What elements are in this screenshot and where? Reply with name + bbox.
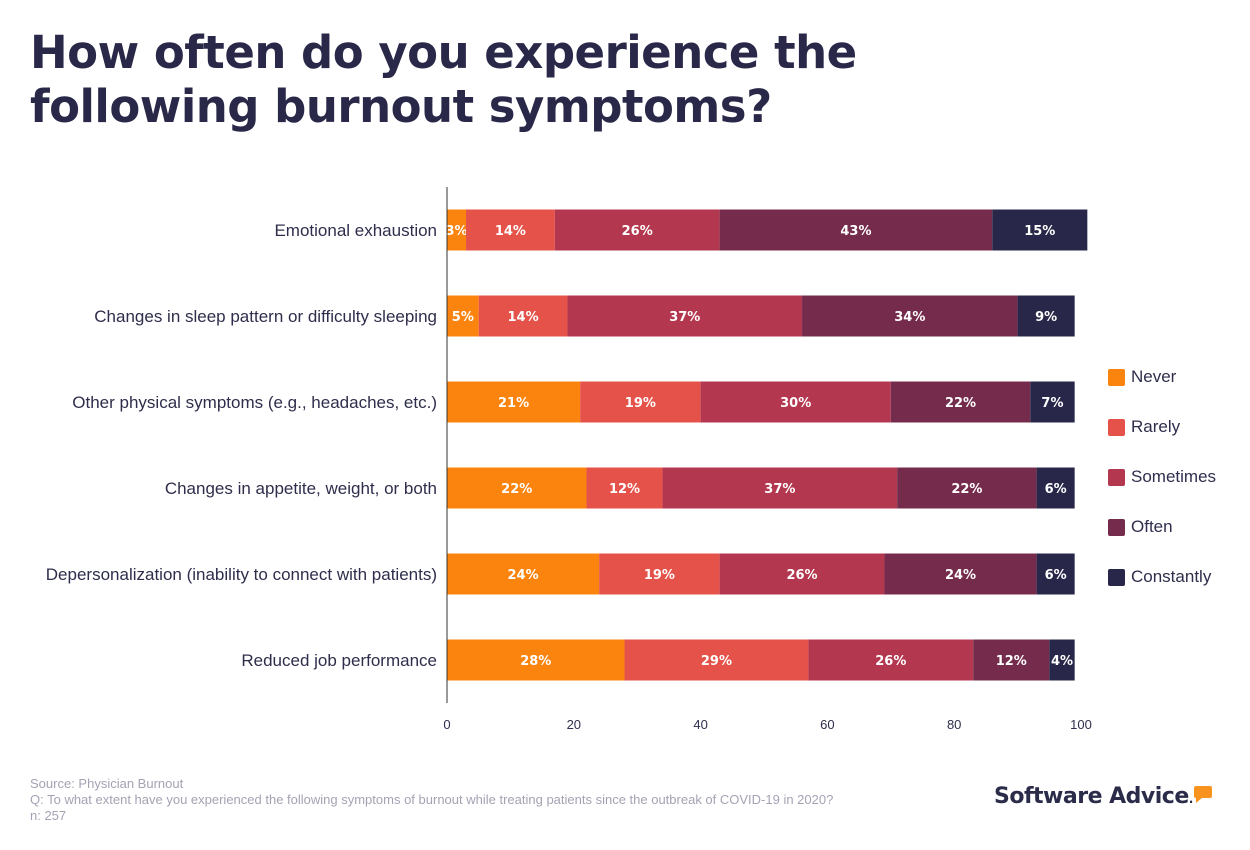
category-label: Emotional exhaustion [274, 221, 437, 240]
bar-segment-constantly [992, 209, 1088, 251]
bar-segment-sometimes [567, 295, 803, 337]
data-label: 12% [609, 482, 640, 497]
legend-swatch-never [1108, 368, 1125, 386]
data-label: 19% [625, 396, 656, 411]
x-tick-label: 60 [820, 717, 834, 732]
bar-segment-sometimes [719, 553, 885, 595]
x-tick-label: 100 [1070, 717, 1092, 732]
bar-segment-rarely [599, 553, 720, 595]
data-label: 26% [622, 224, 653, 239]
legend-item-rarely: Rarely [1108, 402, 1216, 452]
data-label: 4% [1051, 654, 1073, 669]
legend: Never Rarely Sometimes Often Constantly [1108, 352, 1216, 602]
bar-segment-never [447, 553, 600, 595]
bar-segment-constantly [1036, 467, 1075, 509]
data-label: 26% [875, 654, 906, 669]
legend-item-never: Never [1108, 352, 1216, 402]
bar-segment-never [447, 381, 581, 423]
x-tick-label: 20 [567, 717, 581, 732]
data-label: 22% [951, 482, 982, 497]
footer-question: Q: To what extent have you experienced t… [30, 792, 834, 807]
data-label: 5% [452, 310, 474, 325]
category-label: Other physical symptoms (e.g., headaches… [72, 393, 437, 412]
bar-segment-sometimes [700, 381, 891, 423]
bar-segment-sometimes [554, 209, 720, 251]
bar-segment-constantly [1017, 295, 1075, 337]
x-tick-label: 80 [947, 717, 961, 732]
bar-segment-constantly [1049, 639, 1075, 681]
data-label: 14% [508, 310, 539, 325]
data-label: 6% [1045, 482, 1067, 497]
data-label: 28% [520, 654, 551, 669]
bar-segment-often [802, 295, 1018, 337]
legend-label-never: Never [1131, 367, 1177, 386]
brand-logo: Software Advice. [994, 784, 1193, 809]
data-label: 29% [701, 654, 732, 669]
footer-sample: n: 257 [30, 808, 67, 823]
bar-segment-never [447, 295, 479, 337]
legend-swatch-rarely [1108, 418, 1125, 436]
brand-bubble-icon [1194, 786, 1212, 803]
data-label: 12% [996, 654, 1027, 669]
bar-segment-often [973, 639, 1050, 681]
bar-segment-rarely [580, 381, 701, 423]
data-label: 14% [495, 224, 526, 239]
legend-swatch-often [1108, 518, 1125, 536]
bar-segment-rarely [466, 209, 555, 251]
category-label: Reduced job performance [241, 651, 437, 670]
data-label: 21% [498, 396, 529, 411]
bar-segment-rarely [586, 467, 663, 509]
data-label: 6% [1045, 568, 1067, 583]
data-label: 22% [501, 482, 532, 497]
data-label: 7% [1041, 396, 1063, 411]
category-label: Depersonalization (inability to connect … [46, 565, 437, 584]
data-label: 37% [764, 482, 795, 497]
legend-item-often: Often [1108, 502, 1216, 552]
legend-label-often: Often [1131, 517, 1173, 536]
x-tick-label: 0 [443, 717, 450, 732]
bar-segment-never [447, 467, 587, 509]
legend-swatch-constantly [1108, 568, 1125, 586]
chart-title: How often do you experience the followin… [30, 26, 857, 133]
data-label: 9% [1035, 310, 1057, 325]
legend-item-constantly: Constantly [1108, 552, 1216, 602]
bar-segment-sometimes [662, 467, 898, 509]
bar-segment-never [447, 639, 625, 681]
bar-segment-often [890, 381, 1031, 423]
bar-segment-constantly [1036, 553, 1075, 595]
legend-label-rarely: Rarely [1131, 417, 1181, 436]
footer-notes: Source: Physician Burnout Q: To what ext… [30, 776, 833, 824]
data-label: 26% [786, 568, 817, 583]
bar-segment-constantly [1030, 381, 1075, 423]
bar-segment-rarely [624, 639, 809, 681]
data-label: 24% [508, 568, 539, 583]
brand-name: Software Advice [994, 784, 1189, 809]
data-label: 22% [945, 396, 976, 411]
data-label: 30% [780, 396, 811, 411]
legend-label-sometimes: Sometimes [1131, 467, 1217, 486]
data-label: 3% [445, 224, 467, 239]
bar-segment-never [447, 209, 467, 251]
data-label: 43% [840, 224, 871, 239]
bar-segment-sometimes [808, 639, 974, 681]
data-label: 19% [644, 568, 675, 583]
bar-segment-often [897, 467, 1037, 509]
legend-item-sometimes: Sometimes [1108, 452, 1216, 502]
category-label: Changes in appetite, weight, or both [165, 479, 437, 498]
legend-swatch-sometimes [1108, 468, 1125, 486]
data-label: 34% [894, 310, 925, 325]
bar-segment-often [719, 209, 993, 251]
data-label: 15% [1024, 224, 1055, 239]
category-label: Changes in sleep pattern or difficulty s… [94, 307, 437, 326]
bar-segment-rarely [478, 295, 568, 337]
footer-source: Source: Physician Burnout [30, 776, 184, 791]
legend-label-constantly: Constantly [1131, 567, 1212, 586]
bar-segment-often [884, 553, 1037, 595]
data-label: 24% [945, 568, 976, 583]
x-tick-label: 40 [693, 717, 707, 732]
data-label: 37% [669, 310, 700, 325]
brand-mark: . [1188, 792, 1194, 806]
